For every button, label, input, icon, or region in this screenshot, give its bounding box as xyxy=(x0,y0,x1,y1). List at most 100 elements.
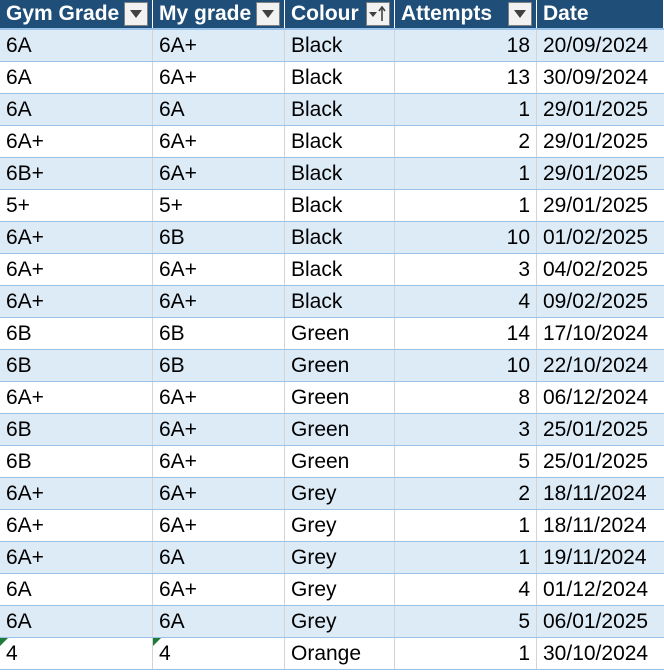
cell-colour[interactable]: Black xyxy=(285,222,395,253)
cell-colour[interactable]: Black xyxy=(285,30,395,61)
cell-colour[interactable]: Green xyxy=(285,446,395,477)
cell-date[interactable]: 18/11/2024 xyxy=(537,478,664,509)
cell-colour[interactable]: Black xyxy=(285,126,395,157)
cell-date[interactable]: 06/01/2025 xyxy=(537,606,664,637)
cell-attempts[interactable]: 5 xyxy=(395,606,537,637)
cell-my-grade[interactable]: 6A+ xyxy=(153,510,285,541)
cell-my-grade[interactable]: 6A+ xyxy=(153,446,285,477)
cell-my-grade[interactable]: 6A+ xyxy=(153,574,285,605)
header-date[interactable]: Date xyxy=(537,0,664,28)
cell-gym-grade[interactable]: 6A xyxy=(0,94,153,125)
cell-attempts[interactable]: 5 xyxy=(395,446,537,477)
cell-colour[interactable]: Green xyxy=(285,350,395,381)
cell-date[interactable]: 29/01/2025 xyxy=(537,126,664,157)
cell-date[interactable]: 25/01/2025 xyxy=(537,414,664,445)
cell-gym-grade[interactable]: 6A+ xyxy=(0,478,153,509)
filter-dropdown-icon[interactable] xyxy=(256,2,280,26)
cell-date[interactable]: 29/01/2025 xyxy=(537,190,664,221)
cell-colour[interactable]: Grey xyxy=(285,510,395,541)
cell-colour[interactable]: Orange xyxy=(285,638,395,669)
cell-gym-grade[interactable]: 6A+ xyxy=(0,382,153,413)
cell-gym-grade[interactable]: 6A+ xyxy=(0,510,153,541)
cell-date[interactable]: 18/11/2024 xyxy=(537,510,664,541)
cell-colour[interactable]: Green xyxy=(285,414,395,445)
header-colour[interactable]: Colour xyxy=(285,0,395,28)
cell-date[interactable]: 20/09/2024 xyxy=(537,30,664,61)
cell-attempts[interactable]: 2 xyxy=(395,478,537,509)
cell-attempts[interactable]: 10 xyxy=(395,350,537,381)
cell-gym-grade[interactable]: 6A xyxy=(0,574,153,605)
cell-date[interactable]: 01/12/2024 xyxy=(537,574,664,605)
cell-my-grade[interactable]: 6A+ xyxy=(153,158,285,189)
cell-colour[interactable]: Grey xyxy=(285,542,395,573)
cell-gym-grade[interactable]: 6B xyxy=(0,318,153,349)
cell-gym-grade[interactable]: 6A xyxy=(0,62,153,93)
cell-attempts[interactable]: 2 xyxy=(395,126,537,157)
cell-gym-grade[interactable]: 6B xyxy=(0,446,153,477)
cell-gym-grade[interactable]: 6B xyxy=(0,350,153,381)
filter-dropdown-icon[interactable] xyxy=(124,2,148,26)
cell-my-grade[interactable]: 6B xyxy=(153,222,285,253)
cell-my-grade[interactable]: 6A+ xyxy=(153,286,285,317)
header-my-grade[interactable]: My grade xyxy=(153,0,285,28)
cell-my-grade[interactable]: 6A xyxy=(153,542,285,573)
cell-gym-grade[interactable]: 4 xyxy=(0,638,153,669)
cell-gym-grade[interactable]: 6B+ xyxy=(0,158,153,189)
cell-attempts[interactable]: 4 xyxy=(395,286,537,317)
cell-my-grade[interactable]: 6A+ xyxy=(153,382,285,413)
cell-gym-grade[interactable]: 6A+ xyxy=(0,286,153,317)
cell-colour[interactable]: Black xyxy=(285,62,395,93)
cell-colour[interactable]: Black xyxy=(285,286,395,317)
cell-attempts[interactable]: 10 xyxy=(395,222,537,253)
cell-date[interactable]: 06/12/2024 xyxy=(537,382,664,413)
cell-my-grade[interactable]: 6A xyxy=(153,606,285,637)
cell-gym-grade[interactable]: 6A+ xyxy=(0,126,153,157)
cell-date[interactable]: 04/02/2025 xyxy=(537,254,664,285)
cell-attempts[interactable]: 8 xyxy=(395,382,537,413)
cell-colour[interactable]: Grey xyxy=(285,574,395,605)
cell-my-grade[interactable]: 6A+ xyxy=(153,478,285,509)
cell-my-grade[interactable]: 4 xyxy=(153,638,285,669)
cell-gym-grade[interactable]: 5+ xyxy=(0,190,153,221)
header-gym-grade[interactable]: Gym Grade xyxy=(0,0,153,28)
cell-attempts[interactable]: 1 xyxy=(395,190,537,221)
cell-my-grade[interactable]: 6A xyxy=(153,94,285,125)
cell-my-grade[interactable]: 6A+ xyxy=(153,30,285,61)
cell-colour[interactable]: Black xyxy=(285,158,395,189)
cell-attempts[interactable]: 1 xyxy=(395,510,537,541)
cell-colour[interactable]: Green xyxy=(285,318,395,349)
cell-colour[interactable]: Black xyxy=(285,254,395,285)
cell-attempts[interactable]: 13 xyxy=(395,62,537,93)
cell-gym-grade[interactable]: 6A+ xyxy=(0,254,153,285)
cell-attempts[interactable]: 1 xyxy=(395,94,537,125)
cell-gym-grade[interactable]: 6A+ xyxy=(0,222,153,253)
cell-date[interactable]: 17/10/2024 xyxy=(537,318,664,349)
header-attempts[interactable]: Attempts xyxy=(395,0,537,28)
cell-date[interactable]: 01/02/2025 xyxy=(537,222,664,253)
cell-attempts[interactable]: 3 xyxy=(395,414,537,445)
cell-gym-grade[interactable]: 6B xyxy=(0,414,153,445)
cell-attempts[interactable]: 1 xyxy=(395,158,537,189)
cell-date[interactable]: 25/01/2025 xyxy=(537,446,664,477)
cell-my-grade[interactable]: 6A+ xyxy=(153,126,285,157)
cell-my-grade[interactable]: 5+ xyxy=(153,190,285,221)
cell-colour[interactable]: Black xyxy=(285,190,395,221)
cell-date[interactable]: 29/01/2025 xyxy=(537,94,664,125)
cell-colour[interactable]: Grey xyxy=(285,478,395,509)
cell-gym-grade[interactable]: 6A xyxy=(0,30,153,61)
cell-gym-grade[interactable]: 6A xyxy=(0,606,153,637)
cell-colour[interactable]: Grey xyxy=(285,606,395,637)
sort-ascending-icon[interactable] xyxy=(366,2,390,26)
cell-attempts[interactable]: 4 xyxy=(395,574,537,605)
cell-attempts[interactable]: 18 xyxy=(395,30,537,61)
cell-attempts[interactable]: 14 xyxy=(395,318,537,349)
cell-date[interactable]: 30/10/2024 xyxy=(537,638,664,669)
cell-date[interactable]: 30/09/2024 xyxy=(537,62,664,93)
cell-my-grade[interactable]: 6B xyxy=(153,350,285,381)
cell-colour[interactable]: Green xyxy=(285,382,395,413)
cell-date[interactable]: 29/01/2025 xyxy=(537,158,664,189)
cell-my-grade[interactable]: 6A+ xyxy=(153,62,285,93)
cell-attempts[interactable]: 3 xyxy=(395,254,537,285)
cell-my-grade[interactable]: 6B xyxy=(153,318,285,349)
cell-attempts[interactable]: 1 xyxy=(395,542,537,573)
